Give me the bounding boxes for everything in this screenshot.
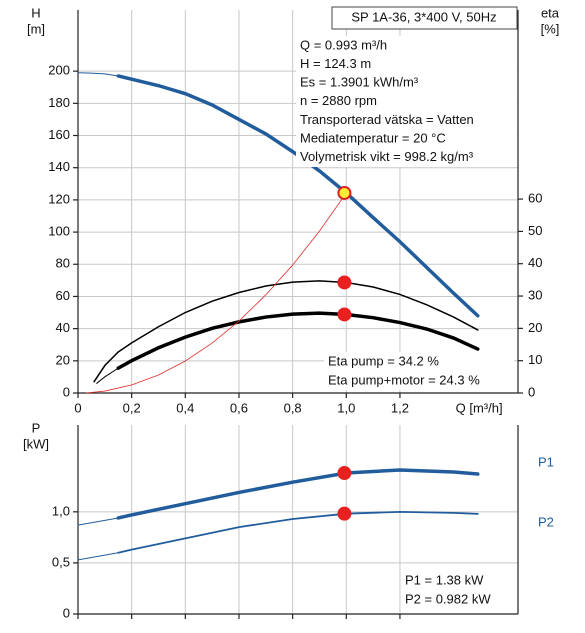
y2-axis-label: eta: [541, 5, 560, 20]
x-tick-label: 1,2: [391, 400, 409, 415]
curve: [116, 74, 480, 318]
x-tick-label: 0,6: [230, 400, 248, 415]
efficiency-note: Eta pump+motor = 24.3 %: [328, 372, 480, 387]
y-tick-label: 1,0: [52, 503, 70, 518]
y2-axis-label: [%]: [541, 21, 560, 36]
info-background: [296, 36, 517, 167]
curve: [116, 468, 480, 520]
y2-tick-label: 30: [528, 287, 542, 302]
y2-tick-label: 50: [528, 223, 542, 238]
y-tick-label: 80: [56, 256, 70, 271]
curve: [77, 517, 119, 526]
y2-tick-label: 10: [528, 352, 542, 367]
y2-tick-label: 60: [528, 191, 542, 206]
title-box: [331, 6, 518, 30]
curve: [85, 192, 347, 394]
y-tick-label: 0: [63, 384, 70, 399]
operating-point: [337, 307, 352, 322]
y-tick-label: 120: [48, 191, 70, 206]
y-tick-label: 200: [48, 63, 70, 78]
x-tick-label: 0,4: [176, 400, 194, 415]
y-tick-label: 0,5: [52, 554, 70, 569]
x-axis-label: Q [m³/h]: [456, 400, 503, 415]
curve: [116, 311, 480, 370]
power-note: P1 = 1.38 kW: [405, 572, 484, 587]
operating-point: [337, 185, 352, 200]
power-background: [402, 571, 516, 611]
y-tick-label: 160: [48, 127, 70, 142]
info-line: Es = 1.3901 kWh/m³: [300, 75, 419, 90]
efficiency-note: Eta pump = 34.2 %: [328, 353, 439, 368]
y-tick-label: 0: [63, 605, 70, 620]
operating-point: [337, 466, 352, 481]
x-tick-label: 1,0: [337, 400, 355, 415]
curve: [77, 72, 119, 77]
curve: [117, 510, 479, 554]
y-tick-label: 100: [48, 224, 70, 239]
info-line: n = 2880 rpm: [300, 93, 377, 108]
y-axis-label: P: [32, 420, 41, 435]
operating-point: [337, 506, 352, 521]
y2-tick-label: 40: [528, 255, 542, 270]
curve: [96, 367, 119, 384]
power-note: P2 = 0.982 kW: [405, 591, 491, 606]
curve: [93, 280, 479, 383]
legend-label: P1: [538, 454, 554, 469]
y-tick-label: 140: [48, 159, 70, 174]
y-tick-label: 20: [56, 352, 70, 367]
info-line: Mediatemperatur = 20 °C: [300, 130, 446, 145]
y-tick-label: 40: [56, 320, 70, 335]
x-tick-label: 0,8: [284, 400, 302, 415]
x-tick-label: 0: [74, 400, 81, 415]
info-line: H = 124.3 m: [300, 56, 371, 71]
y-axis-label: [kW]: [23, 436, 49, 451]
chart-title: SP 1A-36, 3*400 V, 50Hz: [351, 9, 496, 24]
info-line: Transporterad vätska = Vatten: [300, 112, 474, 127]
y-tick-label: 60: [56, 288, 70, 303]
note-background: [324, 352, 514, 390]
info-line: Q = 0.993 m³/h: [300, 37, 387, 52]
y-axis-label: H: [31, 5, 40, 20]
y-axis-label: [m]: [27, 21, 45, 36]
y2-tick-label: 20: [528, 320, 542, 335]
legend-label: P2: [538, 514, 554, 529]
info-line: Volymetrisk vikt = 998.2 kg/m³: [300, 149, 474, 164]
y2-tick-label: 0: [528, 384, 535, 399]
y-tick-label: 180: [48, 95, 70, 110]
operating-point: [337, 275, 352, 290]
x-tick-label: 0,2: [123, 400, 141, 415]
curve: [77, 552, 119, 561]
